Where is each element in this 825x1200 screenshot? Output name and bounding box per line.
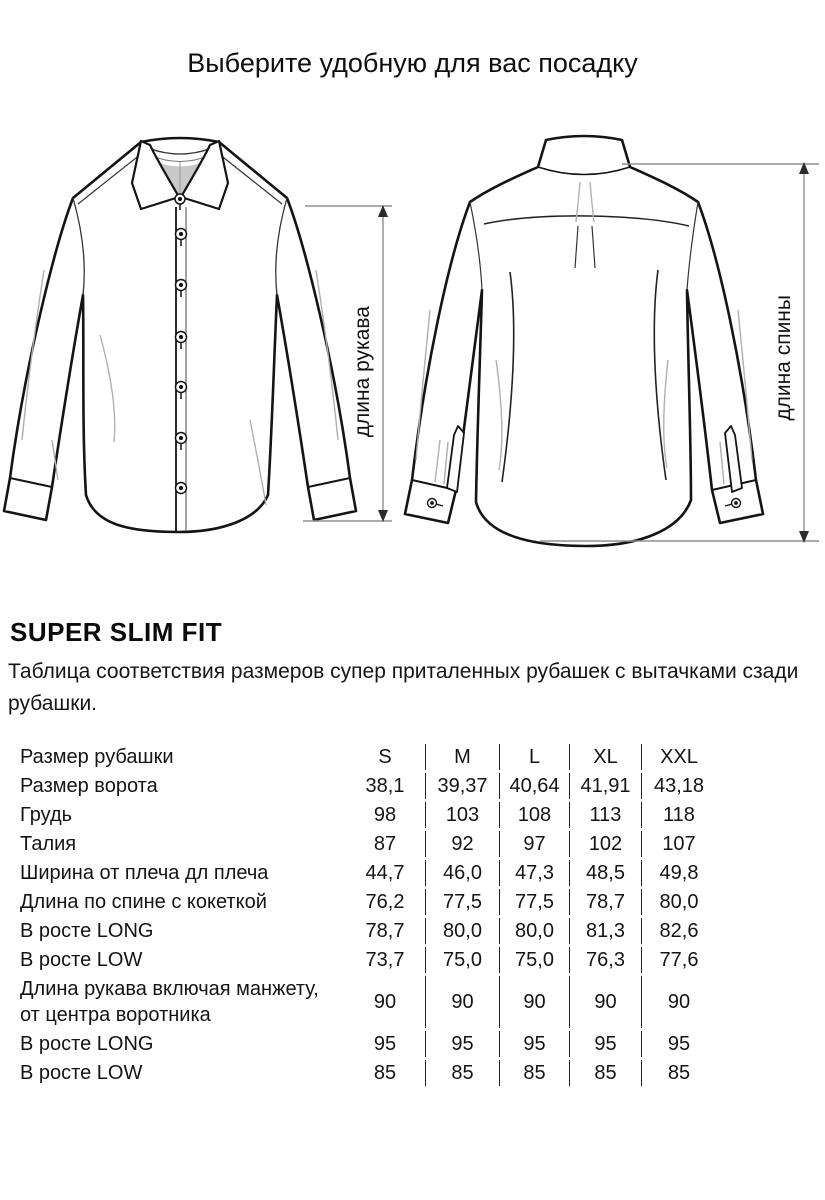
- row-label: Талия: [20, 833, 77, 855]
- shirt-back-drawing: [403, 134, 819, 548]
- page-title: Выберите удобную для вас посадку: [187, 48, 638, 78]
- shirt-front-drawing: [2, 136, 392, 534]
- row-label: Длина по спине с кокеткой: [20, 891, 267, 913]
- size-table: Размер рубашки S M L XL XXL Размер ворот…: [20, 741, 716, 1089]
- fit-heading: SUPER SLIM FIT: [10, 617, 223, 647]
- back-length-arrow: [540, 162, 819, 543]
- table-row: Длина рукава включая манжету, от центра …: [20, 976, 716, 1028]
- sleeve-plackets: [446, 425, 743, 493]
- table-row: В росте LONG 95 95 95 95 95: [20, 1031, 716, 1057]
- back-darts: [501, 269, 667, 483]
- size-col-xl: XL: [569, 744, 641, 770]
- row-label: В росте LONG: [20, 1033, 154, 1055]
- table-row: Талия 87 92 97 102 107: [20, 831, 716, 857]
- fit-description: Таблица соответствия размеров супер прит…: [8, 660, 799, 715]
- table-row: Ширина от плеча дл плеча 44,7 46,0 47,3 …: [20, 860, 716, 886]
- table-row: Длина по спине с кокеткой 76,2 77,5 77,5…: [20, 889, 716, 915]
- row-label: Ширина от плеча дл плеча: [20, 862, 269, 884]
- shirt-back-silhouette: [403, 134, 765, 548]
- table-header-row: Размер рубашки S M L XL XXL: [20, 744, 716, 770]
- header-label: Размер рубашки: [20, 746, 174, 768]
- row-label: В росте LOW: [20, 1062, 143, 1084]
- back-length-label: длина спины: [772, 295, 795, 421]
- shirt-back-figure: [400, 110, 825, 555]
- size-col-l: L: [499, 744, 569, 770]
- table-row: Грудь 98 103 108 113 118: [20, 802, 716, 828]
- row-label: Размер ворота: [20, 775, 158, 797]
- front-placket: [175, 207, 187, 531]
- front-buttons: [174, 193, 188, 495]
- collar: [130, 139, 230, 211]
- row-label: Длина рукава включая манжету, от центра …: [20, 978, 319, 1026]
- row-label: Грудь: [20, 804, 73, 826]
- size-col-s: S: [378, 745, 392, 768]
- back-yoke-line: [483, 215, 690, 227]
- table-row: В росте LOW 85 85 85 85 85: [20, 1060, 716, 1086]
- back-pleat-lines: [574, 225, 596, 269]
- table-row: В росте LOW 73,7 75,0 75,0 76,3 77,6: [20, 947, 716, 973]
- size-col-xxl: XXL: [641, 744, 716, 770]
- row-label: В росте LOW: [20, 949, 143, 971]
- table-row: Размер ворота 38,1 39,37 40,64 41,91 43,…: [20, 773, 716, 799]
- table-row: В росте LONG 78,7 80,0 80,0 81,3 82,6: [20, 918, 716, 944]
- front-fold-lines: [21, 269, 339, 506]
- row-label: В росте LONG: [20, 920, 154, 942]
- sleeve-length-label: длина рукава: [351, 306, 374, 438]
- shirt-front-figure: [0, 110, 420, 555]
- size-col-m: M: [425, 744, 499, 770]
- sleeve-length-arrow: [303, 205, 392, 522]
- cuff-buttons: [426, 497, 742, 509]
